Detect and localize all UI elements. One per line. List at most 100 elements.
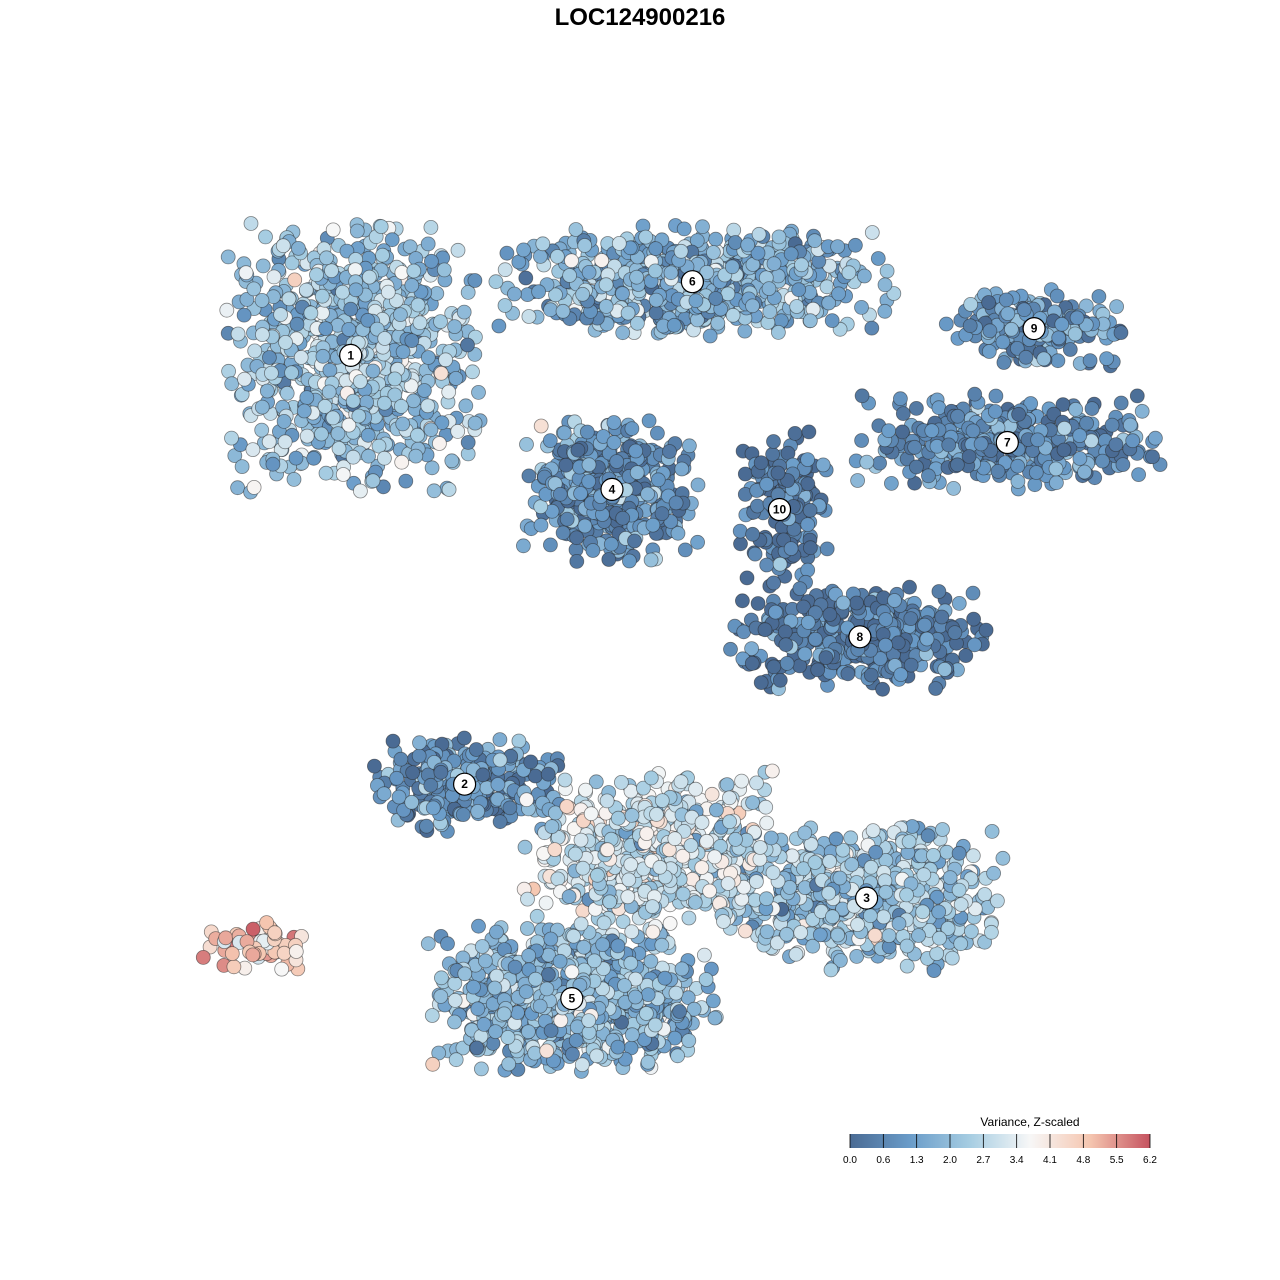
- cell-point: [265, 456, 281, 472]
- cell-point: [273, 307, 289, 323]
- cell-point: [863, 908, 878, 924]
- cell-point: [540, 766, 556, 782]
- cell-point: [420, 236, 436, 252]
- cell-point: [569, 530, 584, 546]
- cell-point: [441, 384, 457, 400]
- cell-point: [539, 981, 555, 997]
- cell-point: [854, 299, 869, 315]
- cell-point: [349, 223, 365, 239]
- cell-point: [440, 936, 455, 952]
- cell-point: [825, 909, 840, 925]
- cell-point: [1067, 326, 1083, 342]
- cell-point: [1134, 403, 1150, 419]
- cell-point: [864, 320, 880, 336]
- cell-point: [830, 239, 845, 255]
- cell-point: [950, 457, 965, 473]
- cell-point: [376, 395, 392, 411]
- cell-point: [348, 282, 364, 298]
- cell-point: [384, 232, 400, 248]
- cell-point: [984, 824, 1000, 839]
- cell-point: [623, 955, 639, 971]
- cell-point: [822, 854, 837, 869]
- cell-point: [909, 459, 924, 475]
- cell-point: [469, 1040, 485, 1056]
- cell-point: [705, 993, 721, 1009]
- cell-point: [543, 537, 558, 553]
- cell-point: [1048, 461, 1064, 477]
- cell-point: [783, 246, 799, 262]
- cell-point: [404, 277, 420, 293]
- cell-point: [412, 315, 428, 331]
- cell-point: [821, 885, 837, 901]
- cell-point: [258, 229, 273, 245]
- cell-point: [879, 263, 895, 279]
- cell-point: [920, 828, 936, 844]
- cell-point: [736, 624, 752, 640]
- cell-point: [581, 457, 597, 473]
- cell-point: [931, 400, 947, 416]
- cell-point: [965, 423, 981, 439]
- cell-point: [587, 953, 602, 969]
- cell-point: [263, 365, 279, 381]
- cell-point: [1028, 465, 1044, 480]
- cell-point: [565, 1046, 580, 1062]
- cell-point: [385, 733, 401, 749]
- cell-point: [288, 450, 304, 466]
- cell-point: [448, 1052, 464, 1068]
- cell-point: [807, 233, 823, 249]
- cell-point: [1109, 299, 1124, 315]
- cell-point: [647, 263, 663, 279]
- cell-point: [345, 449, 361, 465]
- cell-point: [934, 609, 950, 625]
- cell-point: [606, 435, 622, 450]
- cell-point: [828, 831, 844, 847]
- cell-point: [447, 993, 463, 1008]
- cell-point: [447, 1014, 462, 1030]
- cell-point: [787, 425, 803, 441]
- cell-point: [963, 296, 979, 312]
- cell-point: [919, 631, 935, 647]
- cell-point: [408, 448, 424, 464]
- cell-point: [733, 536, 748, 552]
- cell-point: [953, 897, 969, 912]
- cell-point: [279, 385, 295, 401]
- cell-point: [1056, 442, 1072, 458]
- cell-point: [535, 236, 551, 252]
- cell-point: [558, 457, 574, 473]
- cell-point: [394, 454, 410, 470]
- cell-point: [424, 460, 440, 476]
- cell-point: [234, 459, 250, 475]
- cell-point: [1113, 325, 1129, 341]
- cell-point: [1049, 288, 1065, 304]
- cell-point: [230, 326, 246, 342]
- cell-point: [376, 786, 392, 802]
- cell-point: [990, 463, 1006, 479]
- cell-point: [907, 439, 922, 455]
- cell-point: [738, 923, 753, 939]
- cell-point: [641, 413, 657, 429]
- cell-point: [872, 455, 887, 471]
- cell-point: [293, 349, 309, 365]
- cell-point: [431, 436, 447, 451]
- cell-point: [426, 483, 442, 499]
- cell-point: [750, 498, 765, 514]
- cell-point: [917, 617, 932, 633]
- cell-point: [800, 517, 816, 532]
- cell-point: [640, 486, 655, 502]
- cell-point: [629, 465, 645, 481]
- cell-point: [574, 1057, 590, 1073]
- cell-point: [1125, 433, 1141, 449]
- cell-point: [1122, 417, 1138, 433]
- cell-point: [577, 518, 593, 534]
- cell-point: [867, 927, 883, 943]
- cell-point: [330, 426, 346, 442]
- cell-point: [628, 989, 643, 1005]
- cell-point: [502, 800, 518, 816]
- cell-point: [433, 970, 449, 986]
- cell-point: [800, 476, 816, 492]
- cell-point: [951, 882, 967, 898]
- chart-title: LOC124900216: [554, 4, 726, 31]
- cell-point: [595, 937, 610, 952]
- cell-point: [577, 238, 593, 253]
- cell-point: [380, 284, 396, 300]
